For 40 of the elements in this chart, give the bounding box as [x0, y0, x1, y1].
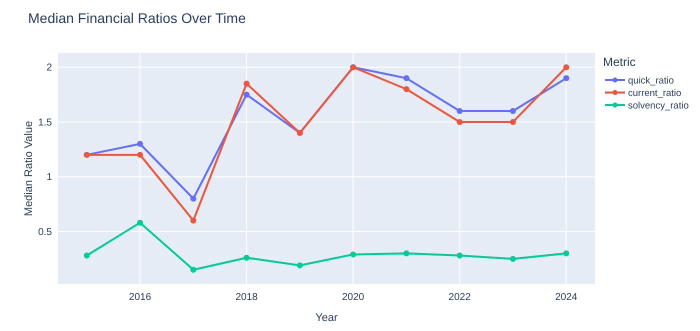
point	[510, 108, 516, 114]
point	[403, 75, 410, 82]
y-tick-label: 2	[46, 62, 52, 74]
legend-title: Metric	[603, 55, 636, 69]
point	[190, 266, 196, 273]
point	[137, 152, 144, 158]
point	[190, 218, 196, 224]
point	[563, 75, 570, 82]
point	[296, 262, 303, 268]
point	[403, 250, 410, 256]
x-axis-title: Year	[315, 312, 338, 324]
x-tick-label: 2016	[128, 292, 152, 303]
point	[350, 251, 356, 258]
point	[190, 196, 196, 202]
point	[456, 118, 463, 125]
legend-label: current_ratio	[628, 88, 682, 99]
y-tick-label: 0.5	[38, 226, 52, 238]
point	[563, 64, 570, 70]
point	[510, 256, 516, 262]
point	[403, 86, 410, 92]
point	[563, 250, 570, 256]
chart-title: Median Financial Ratios Over Time	[28, 10, 246, 26]
point	[244, 80, 250, 87]
point	[456, 108, 463, 114]
point	[137, 220, 144, 226]
point	[84, 252, 90, 259]
point	[510, 118, 516, 125]
y-tick-label: 1	[46, 172, 52, 184]
point	[244, 92, 250, 98]
y-tick-label: 1.5	[38, 117, 52, 128]
point	[244, 254, 250, 261]
legend-label: quick_ratio	[628, 76, 674, 86]
point	[137, 140, 144, 147]
x-tick-label: 2018	[235, 292, 258, 303]
legend-label: solvency_ratio	[628, 100, 689, 112]
point	[456, 252, 463, 259]
x-tick-label: 2022	[448, 292, 472, 303]
x-tick-label: 2024	[555, 292, 578, 303]
x-tick-label: 2020	[342, 292, 365, 303]
y-axis-title: Median Ratio Value	[23, 120, 35, 216]
